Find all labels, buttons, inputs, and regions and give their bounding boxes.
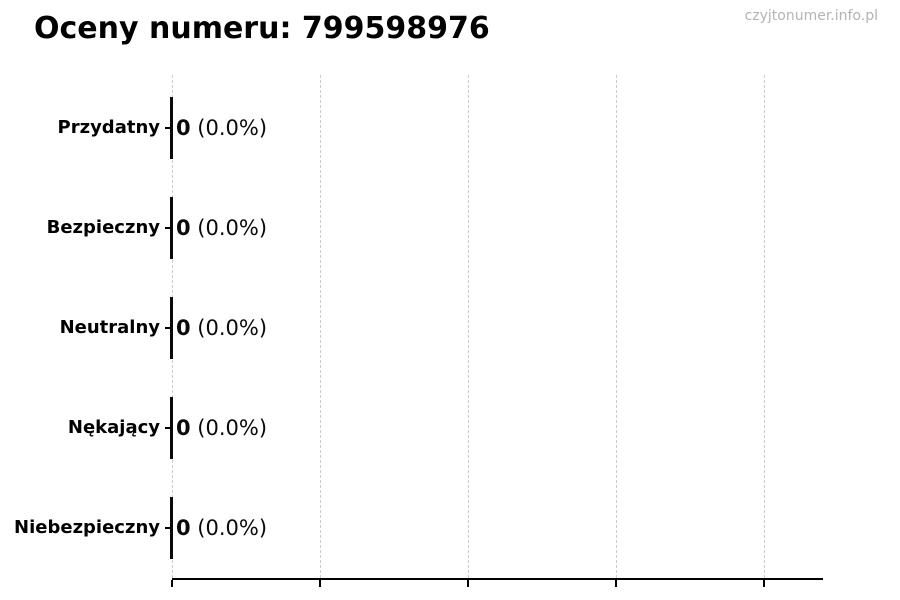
category-label: Neutralny — [59, 317, 160, 338]
bar-count: 0 — [176, 216, 191, 240]
bar-value-label: 0 (0.0%) — [176, 314, 267, 342]
x-axis-tick — [614, 580, 617, 587]
y-axis-tick — [165, 227, 171, 229]
bar-percent: (0.0%) — [190, 516, 268, 540]
bar-value-label: 0 (0.0%) — [176, 214, 267, 242]
bar-count: 0 — [176, 416, 191, 440]
category-label: Przydatny — [57, 117, 160, 138]
zero-width-bar — [170, 297, 173, 359]
y-axis-tick — [165, 327, 171, 329]
category-label: Nękający — [67, 417, 160, 438]
gridline — [319, 75, 321, 578]
bar-count: 0 — [176, 316, 191, 340]
x-axis-line — [172, 578, 823, 580]
bar-count: 0 — [176, 116, 191, 140]
gridline — [763, 75, 765, 578]
category-label: Bezpieczny — [46, 217, 160, 238]
y-axis-tick — [165, 427, 171, 429]
zero-width-bar — [170, 197, 173, 259]
bar-percent: (0.0%) — [190, 216, 268, 240]
y-axis-tick — [165, 527, 171, 529]
bar-percent: (0.0%) — [190, 416, 268, 440]
x-axis-tick — [762, 580, 765, 587]
bar-count: 0 — [176, 516, 191, 540]
y-axis-tick — [165, 127, 171, 129]
bar-value-label: 0 (0.0%) — [176, 514, 267, 542]
chart-title: Oceny numeru: 799598976 — [34, 11, 490, 46]
zero-width-bar — [170, 497, 173, 559]
zero-width-bar — [170, 97, 173, 159]
x-axis-tick — [171, 580, 173, 587]
x-axis-tick — [318, 580, 321, 587]
category-label: Niebezpieczny — [14, 517, 160, 538]
bar-percent: (0.0%) — [190, 116, 268, 140]
gridline — [615, 75, 617, 578]
bar-value-label: 0 (0.0%) — [176, 414, 267, 442]
zero-width-bar — [170, 397, 173, 459]
bar-percent: (0.0%) — [190, 316, 268, 340]
bar-value-label: 0 (0.0%) — [176, 114, 267, 142]
watermark-text: czyjtonumer.info.pl — [744, 8, 878, 24]
gridline — [467, 75, 469, 578]
x-axis-tick — [466, 580, 469, 587]
